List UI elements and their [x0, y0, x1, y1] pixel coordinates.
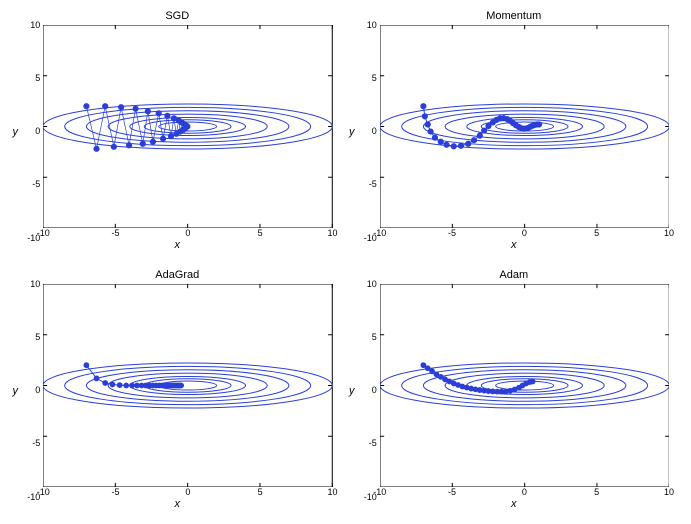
ytick: -5	[22, 180, 43, 189]
yticks: 10 5 0 -5 -10	[359, 284, 380, 497]
chart-wrap-sgd: y 10 5 0 -5 -10 -10 -5 0 5 10	[22, 25, 333, 238]
chart-wrap-adam: y 10 5 0 -5 -10 -10 -5 0 5 10	[359, 284, 670, 497]
xticks: -10 -5 0 5 10	[380, 487, 669, 497]
ylabel: y	[13, 385, 19, 397]
ytick: -5	[22, 439, 43, 448]
chart-svg-momentum	[380, 25, 669, 228]
chart-wrap-momentum: y 10 5 0 -5 -10 -10 -5 0 5 10	[359, 25, 670, 238]
xlabel: x	[175, 239, 181, 251]
ylabel: y	[349, 385, 355, 397]
ytick: 5	[359, 74, 380, 83]
ytick: 5	[22, 74, 43, 83]
ytick: 10	[359, 280, 380, 289]
panel-title-adagrad: AdaGrad	[155, 269, 199, 282]
ytick: -5	[359, 439, 380, 448]
panel-title-adam: Adam	[499, 269, 528, 282]
yticks: 10 5 0 -5 -10	[22, 25, 43, 238]
chart-grid: SGD y 10 5 0 -5 -10 -10 -5 0 5 10	[0, 0, 691, 524]
ytick: 10	[359, 21, 380, 30]
panel-adam: Adam y 10 5 0 -5 -10 -10 -5 0 5 10	[359, 269, 670, 510]
panel-sgd: SGD y 10 5 0 -5 -10 -10 -5 0 5 10	[22, 10, 333, 251]
xlabel: x	[175, 498, 181, 510]
xticks: -10 -5 0 5 10	[43, 228, 332, 238]
ytick: 0	[359, 386, 380, 395]
panel-title-momentum: Momentum	[486, 10, 541, 23]
ytick: 0	[22, 127, 43, 136]
ytick: 0	[359, 127, 380, 136]
chart-svg-adagrad	[43, 284, 332, 487]
ytick: 5	[359, 333, 380, 342]
plot-area-momentum	[380, 25, 669, 228]
panel-adagrad: AdaGrad y 10 5 0 -5 -10 -10 -5 0 5 10	[22, 269, 333, 510]
ytick: 5	[22, 333, 43, 342]
ytick: -5	[359, 180, 380, 189]
xlabel: x	[511, 239, 517, 251]
chart-svg-adam	[380, 284, 669, 487]
xticks: -10 -5 0 5 10	[380, 228, 669, 238]
chart-wrap-adagrad: y 10 5 0 -5 -10 -10 -5 0 5 10	[22, 284, 333, 497]
chart-svg-sgd	[43, 25, 332, 228]
ytick: 10	[22, 21, 43, 30]
yticks: 10 5 0 -5 -10	[22, 284, 43, 497]
plot-area-adagrad	[43, 284, 332, 487]
ytick: 0	[22, 386, 43, 395]
xlabel: x	[511, 498, 517, 510]
yticks: 10 5 0 -5 -10	[359, 25, 380, 238]
ylabel: y	[349, 126, 355, 138]
panel-title-sgd: SGD	[165, 10, 189, 23]
ylabel: y	[13, 126, 19, 138]
xticks: -10 -5 0 5 10	[43, 487, 332, 497]
plot-area-sgd	[43, 25, 332, 228]
ytick: 10	[22, 280, 43, 289]
plot-area-adam	[380, 284, 669, 487]
panel-momentum: Momentum y 10 5 0 -5 -10 -10 -5 0 5 10	[359, 10, 670, 251]
